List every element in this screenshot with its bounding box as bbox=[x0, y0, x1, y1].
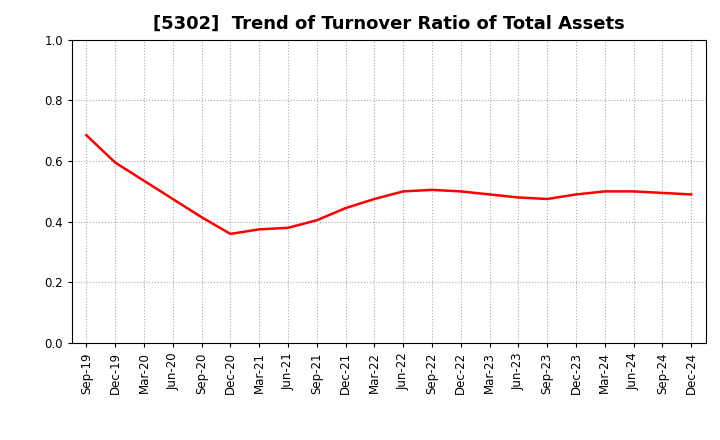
Title: [5302]  Trend of Turnover Ratio of Total Assets: [5302] Trend of Turnover Ratio of Total … bbox=[153, 15, 625, 33]
